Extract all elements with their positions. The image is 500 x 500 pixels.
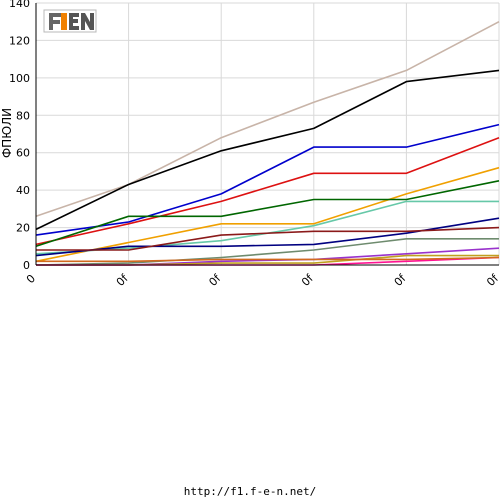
y-tick-label: 100 bbox=[9, 72, 30, 85]
x-tick-label: 0f bbox=[206, 271, 224, 289]
series-line-14 bbox=[36, 256, 500, 263]
y-tick-label: 60 bbox=[16, 147, 30, 160]
series-line-1 bbox=[35, 20, 500, 218]
y-tick-label: 140 bbox=[9, 0, 30, 10]
series-line-6 bbox=[35, 180, 500, 248]
footer-url: http://f1.f-e-n.net/ bbox=[183, 485, 317, 498]
f1fen-logo bbox=[43, 9, 97, 33]
grid bbox=[35, 2, 500, 266]
series-line-5 bbox=[35, 166, 500, 263]
series-lines bbox=[35, 20, 500, 266]
x-tick-label: 0 bbox=[24, 272, 38, 286]
series-line-4 bbox=[35, 136, 500, 246]
y-tick-label: 0 bbox=[23, 259, 30, 272]
x-tick-label: 0f bbox=[392, 271, 410, 289]
series-line-2 bbox=[35, 69, 500, 231]
series-line-10 bbox=[35, 238, 499, 266]
x-tick-label: 0f bbox=[299, 271, 317, 289]
y-tick-label: 20 bbox=[16, 222, 30, 235]
x-tick-label: 0f bbox=[114, 271, 132, 289]
series-line-3 bbox=[35, 123, 500, 236]
y-tick-label: 40 bbox=[16, 184, 30, 197]
y-tick-label: 80 bbox=[16, 109, 30, 122]
series-line-9 bbox=[36, 226, 500, 251]
y-tick-label: 120 bbox=[9, 34, 30, 47]
y-axis-label: ФПЮЛИ bbox=[0, 108, 14, 158]
x-tick-label: 0f bbox=[484, 271, 500, 289]
